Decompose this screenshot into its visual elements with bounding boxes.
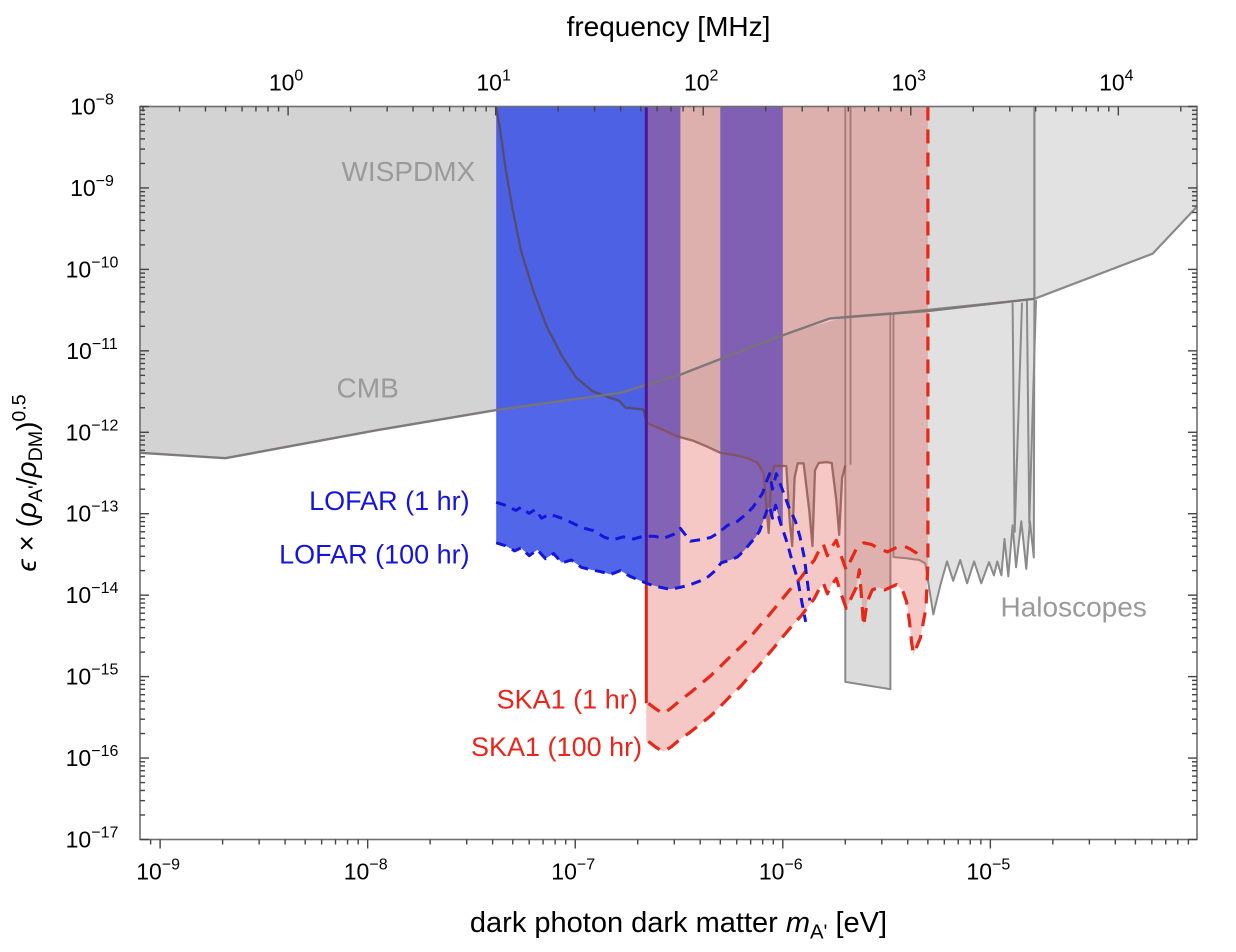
label-ska1-100hr: SKA1 (100 hr) [471, 732, 642, 762]
top-tick-label: 103 [892, 68, 927, 96]
curve-haloscope-needle-2 [1025, 300, 1037, 525]
y-tick-label: 10−14 [66, 580, 119, 608]
plot-frame [139, 105, 1198, 841]
label-lofar-100hr: LOFAR (100 hr) [279, 539, 470, 569]
x-tick-label: 10−5 [966, 857, 1010, 885]
x-tick-label: 10−8 [344, 857, 388, 885]
y-tick-label: 10−16 [66, 743, 119, 771]
region-right-gray-region [1034, 106, 1197, 299]
y-tick-label: 10−8 [70, 92, 114, 120]
label-haloscopes: Haloscopes [1001, 592, 1147, 623]
curve-cmb-boundary-line [139, 297, 1035, 460]
curve-lofar-100hr-curve [495, 503, 808, 623]
curve-ska1-1hr-curve [647, 538, 923, 716]
label-ska1-1hr: SKA1 (1 hr) [497, 684, 638, 714]
x-axis-title: dark photon dark matter mA' [eV] [470, 907, 887, 943]
label-cmb: CMB [337, 372, 399, 403]
y-tick-label: 10−12 [66, 417, 119, 445]
region-lofar-band-2 [720, 106, 783, 563]
x-tick-label: 10−9 [136, 857, 180, 885]
x-tick-label: 10−6 [759, 857, 803, 885]
y-tick-label: 10−11 [66, 336, 118, 364]
y-axis-title: ϵ × (ρA'/ρDM)0.5 [8, 394, 47, 571]
label-wispdmx: WISPDMX [341, 156, 475, 187]
y-tick-label: 10−15 [66, 662, 119, 690]
curve-right-region-boundary [1033, 106, 1198, 300]
top-tick-label: 102 [684, 68, 719, 96]
region-wispdmx-region [140, 106, 846, 547]
label-lofar-1hr: LOFAR (1 hr) [309, 486, 470, 516]
curve-lofar-1hr-curve [495, 472, 812, 601]
region-lofar-band-1 [496, 106, 681, 590]
curve-wispdmx-boundary-curve [495, 106, 847, 548]
top-tick-label: 101 [476, 68, 511, 96]
curve-ska1-100hr-curve [647, 568, 915, 754]
curve-haloscope-needle-1 [1011, 302, 1023, 533]
top-axis-title: frequency [MHz] [567, 11, 771, 42]
x-tick-label: 10−7 [551, 857, 595, 885]
top-tick-label: 100 [269, 68, 304, 96]
y-tick-label: 10−9 [70, 173, 114, 201]
y-tick-label: 10−10 [66, 254, 119, 282]
region-ska1-region [646, 106, 928, 752]
curve-ska1-right-edge [911, 106, 930, 656]
y-tick-label: 10−17 [66, 825, 119, 853]
top-tick-label: 104 [1099, 68, 1134, 96]
y-tick-label: 10−13 [66, 499, 119, 527]
